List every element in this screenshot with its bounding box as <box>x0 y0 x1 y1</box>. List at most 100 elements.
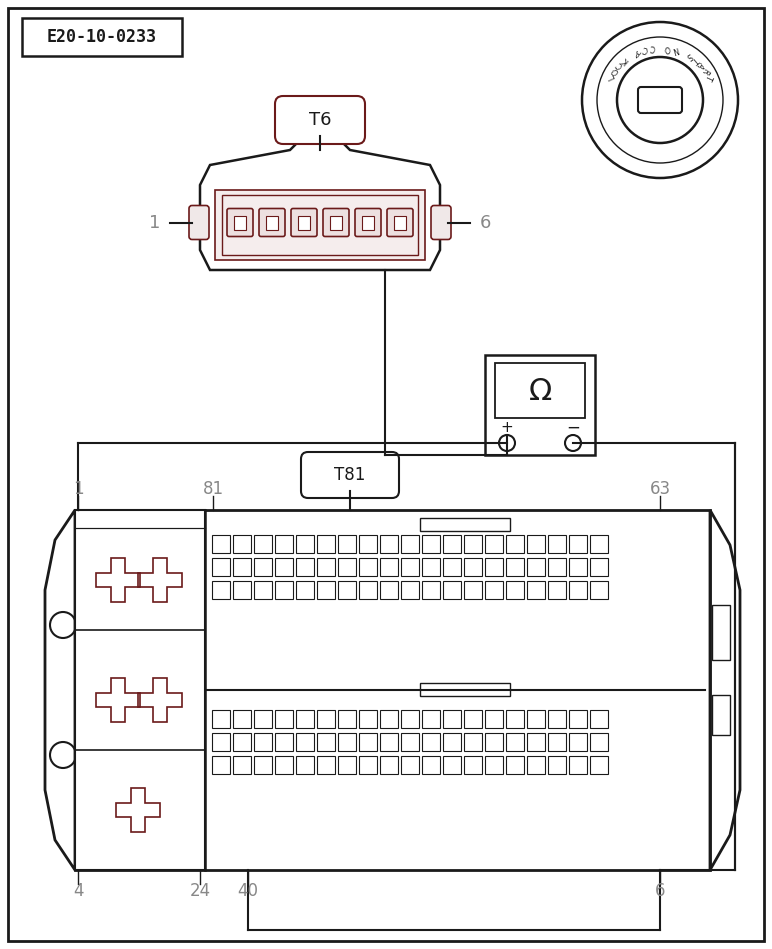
Bar <box>233 535 251 553</box>
Bar <box>380 756 398 774</box>
Bar <box>506 733 524 751</box>
Bar <box>401 756 419 774</box>
Bar <box>464 535 482 553</box>
Bar <box>422 756 440 774</box>
Bar <box>527 733 545 751</box>
Bar <box>464 756 482 774</box>
Bar <box>296 558 314 576</box>
Bar <box>275 581 293 599</box>
Bar <box>338 733 356 751</box>
Text: −: − <box>566 419 580 437</box>
Bar <box>420 683 510 696</box>
Bar <box>506 710 524 728</box>
Text: 1: 1 <box>149 214 160 232</box>
Text: N: N <box>671 44 679 54</box>
Text: T: T <box>690 55 699 65</box>
Bar <box>254 558 272 576</box>
Bar <box>212 581 230 599</box>
Bar <box>527 756 545 774</box>
Text: 63: 63 <box>649 480 671 498</box>
Bar <box>485 733 503 751</box>
Bar <box>401 710 419 728</box>
Bar <box>275 756 293 774</box>
Bar <box>359 756 377 774</box>
Bar <box>590 558 608 576</box>
Text: E20-10-0233: E20-10-0233 <box>47 28 157 46</box>
Bar <box>296 710 314 728</box>
Text: A: A <box>695 60 705 70</box>
Text: 4: 4 <box>73 882 83 900</box>
Bar <box>548 710 566 728</box>
Bar <box>569 581 587 599</box>
Bar <box>338 581 356 599</box>
Bar <box>464 558 482 576</box>
Text: S: S <box>684 50 693 61</box>
Bar <box>464 581 482 599</box>
Bar <box>298 215 310 230</box>
Text: C: C <box>642 44 649 54</box>
Text: A: A <box>634 47 642 57</box>
Text: 81: 81 <box>202 480 224 498</box>
Bar <box>296 756 314 774</box>
FancyBboxPatch shape <box>259 209 285 236</box>
Bar <box>401 535 419 553</box>
FancyBboxPatch shape <box>227 209 253 236</box>
Bar <box>233 581 251 599</box>
Bar <box>527 581 545 599</box>
Bar <box>359 581 377 599</box>
Text: K: K <box>621 55 630 65</box>
Bar <box>338 535 356 553</box>
Bar <box>254 733 272 751</box>
Text: C: C <box>649 43 655 52</box>
Bar <box>443 710 461 728</box>
Bar <box>422 710 440 728</box>
Bar <box>401 733 419 751</box>
Bar <box>569 733 587 751</box>
Bar <box>234 215 246 230</box>
Bar <box>590 535 608 553</box>
Polygon shape <box>215 190 425 260</box>
Bar <box>212 733 230 751</box>
Bar <box>485 581 503 599</box>
Bar <box>548 733 566 751</box>
FancyBboxPatch shape <box>301 452 399 498</box>
Text: 1: 1 <box>73 480 83 498</box>
Bar <box>590 581 608 599</box>
Text: 24: 24 <box>189 882 211 900</box>
Bar <box>548 581 566 599</box>
Bar <box>212 756 230 774</box>
Bar <box>233 756 251 774</box>
Bar <box>338 756 356 774</box>
Bar <box>394 215 406 230</box>
FancyBboxPatch shape <box>323 209 349 236</box>
Bar <box>330 215 342 230</box>
Bar <box>401 581 419 599</box>
Text: L: L <box>607 74 617 82</box>
Bar <box>548 558 566 576</box>
Bar <box>401 558 419 576</box>
FancyBboxPatch shape <box>291 209 317 236</box>
Bar <box>254 710 272 728</box>
Bar <box>296 733 314 751</box>
Bar <box>380 558 398 576</box>
Bar <box>380 535 398 553</box>
Text: T81: T81 <box>334 466 366 484</box>
Bar <box>75 510 710 870</box>
FancyBboxPatch shape <box>355 209 381 236</box>
Text: 40: 40 <box>238 882 259 900</box>
Bar <box>485 756 503 774</box>
Bar <box>275 558 293 576</box>
Bar <box>569 558 587 576</box>
Text: O: O <box>610 66 621 76</box>
Text: T: T <box>703 74 713 82</box>
Bar <box>527 710 545 728</box>
Bar <box>233 710 251 728</box>
Bar <box>380 733 398 751</box>
Bar <box>485 710 503 728</box>
Bar <box>506 535 524 553</box>
Bar <box>254 581 272 599</box>
Bar <box>420 518 510 531</box>
Bar <box>254 535 272 553</box>
Bar <box>422 558 440 576</box>
Bar <box>317 535 335 553</box>
